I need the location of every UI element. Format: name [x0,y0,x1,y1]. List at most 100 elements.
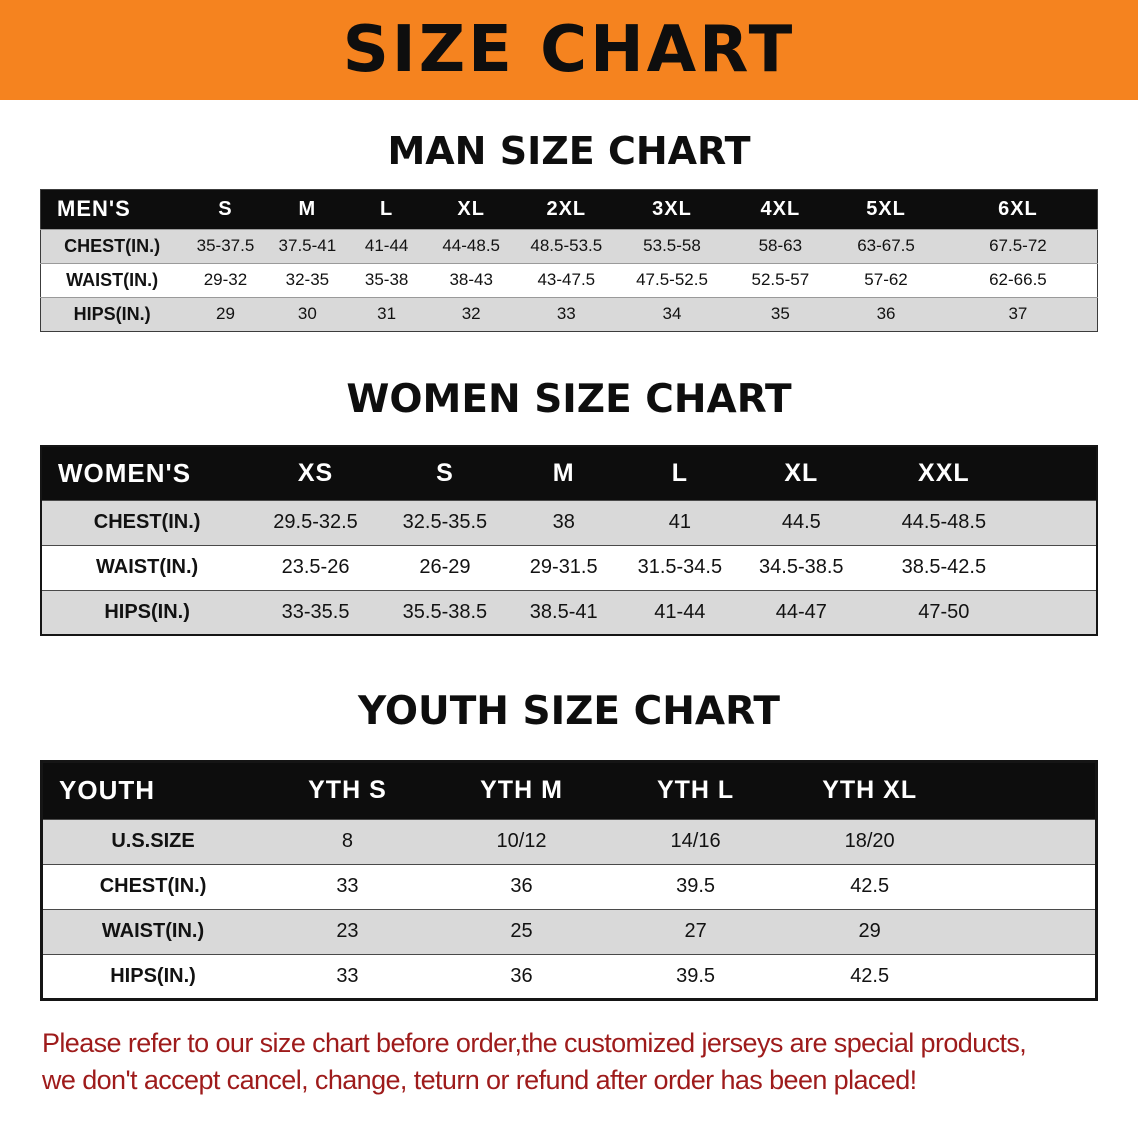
col-header-cell: YTH M [431,761,612,820]
value-cell: 33 [263,954,432,1000]
col-header-cell: S [183,189,268,230]
value-cell: 58-63 [727,229,834,264]
col-header-cell: S [378,446,511,501]
size-chart-banner: SIZE CHART [0,0,1138,100]
youth-size-table: YOUTH YTH S YTH M YTH L YTH XL U.S.SIZE … [40,759,1098,1001]
col-header-cell: 2XL [516,189,617,230]
value-cell: 31 [347,297,427,332]
spacer-cell [959,819,1097,865]
value-cell: 43-47.5 [516,263,617,298]
men-size-table: MEN'S S M L XL 2XL 3XL 4XL 5XL 6XL CHEST… [40,188,1098,332]
value-cell: 29 [183,297,268,332]
women-size-table: WOMEN'S XS S M L XL XXL CHEST(IN.) 29.5-… [40,445,1098,637]
spacer-cell [1028,590,1097,636]
col-header-cell: YTH L [611,761,780,820]
value-cell: 37 [938,297,1098,332]
value-cell: 52.5-57 [727,263,834,298]
col-header-cell: XL [426,189,517,230]
value-cell: 29-32 [183,263,268,298]
value-cell: 37.5-41 [267,229,347,264]
row-label-cell: WAIST(IN.) [40,263,184,298]
value-cell: 42.5 [779,864,960,910]
value-cell: 44-47 [743,590,860,636]
row-label-cell: WAIST(IN.) [41,909,264,955]
col-header-cell: XXL [859,446,1029,501]
youth-size-section: YOUTH SIZE CHART YOUTH YTH S YTH M YTH L… [0,690,1138,1001]
spacer-cell [1028,446,1097,501]
men-waist-row: WAIST(IN.) 29-32 32-35 35-38 38-43 43-47… [40,263,1098,298]
youth-chest-row: CHEST(IN.) 33 36 39.5 42.5 [41,864,1097,910]
value-cell: 30 [267,297,347,332]
value-cell: 34.5-38.5 [743,545,860,591]
value-cell: 38.5-42.5 [859,545,1029,591]
value-cell: 34 [616,297,728,332]
men-chest-row: CHEST(IN.) 35-37.5 37.5-41 41-44 44-48.5… [40,229,1098,264]
value-cell: 47.5-52.5 [616,263,728,298]
row-label-cell: HIPS(IN.) [40,297,184,332]
value-cell: 41-44 [347,229,427,264]
value-cell: 32.5-35.5 [378,500,511,546]
value-cell: 39.5 [611,864,780,910]
row-label-cell: U.S.SIZE [41,819,264,865]
men-section-heading: MAN SIZE CHART [387,129,751,173]
order-notice: Please refer to our size chart before or… [42,1025,1102,1099]
value-cell: 44.5-48.5 [859,500,1029,546]
value-cell: 35-38 [347,263,427,298]
value-cell: 41-44 [616,590,744,636]
value-cell: 27 [611,909,780,955]
col-header-cell: 5XL [833,189,939,230]
youth-table-title-cell: YOUTH [41,761,264,820]
value-cell: 33-35.5 [252,590,379,636]
spacer-cell [959,864,1097,910]
spacer-cell [959,954,1097,1000]
value-cell: 31.5-34.5 [616,545,744,591]
order-notice-line-2: we don't accept cancel, change, teturn o… [42,1064,917,1095]
row-label-cell: CHEST(IN.) [41,864,264,910]
value-cell: 18/20 [779,819,960,865]
value-cell: 44.5 [743,500,860,546]
value-cell: 8 [263,819,432,865]
page-title: SIZE CHART [342,13,796,87]
youth-waist-row: WAIST(IN.) 23 25 27 29 [41,909,1097,955]
value-cell: 35 [727,297,834,332]
value-cell: 38 [510,500,617,546]
col-header-cell: YTH S [263,761,432,820]
value-cell: 42.5 [779,954,960,1000]
value-cell: 67.5-72 [938,229,1098,264]
value-cell: 48.5-53.5 [516,229,617,264]
value-cell: 53.5-58 [616,229,728,264]
col-header-cell: 6XL [938,189,1098,230]
value-cell: 38.5-41 [510,590,617,636]
value-cell: 32 [426,297,517,332]
spacer-cell [959,761,1097,820]
col-header-cell: XS [252,446,379,501]
spacer-cell [1028,500,1097,546]
value-cell: 47-50 [859,590,1029,636]
women-hips-row: HIPS(IN.) 33-35.5 35.5-38.5 38.5-41 41-4… [41,590,1097,636]
order-notice-line-1: Please refer to our size chart before or… [42,1027,1027,1058]
value-cell: 32-35 [267,263,347,298]
value-cell: 36 [833,297,939,332]
youth-section-heading: YOUTH SIZE CHART [358,689,780,735]
value-cell: 10/12 [431,819,612,865]
value-cell: 44-48.5 [426,229,517,264]
row-label-cell: CHEST(IN.) [40,229,184,264]
value-cell: 41 [616,500,744,546]
row-label-cell: HIPS(IN.) [41,590,253,636]
col-header-cell: YTH XL [779,761,960,820]
men-hips-row: HIPS(IN.) 29 30 31 32 33 34 35 36 37 [40,297,1098,332]
women-chest-row: CHEST(IN.) 29.5-32.5 32.5-35.5 38 41 44.… [41,500,1097,546]
women-table-title-cell: WOMEN'S [41,446,253,501]
value-cell: 57-62 [833,263,939,298]
value-cell: 33 [263,864,432,910]
row-label-cell: WAIST(IN.) [41,545,253,591]
value-cell: 33 [516,297,617,332]
value-cell: 63-67.5 [833,229,939,264]
value-cell: 62-66.5 [938,263,1098,298]
value-cell: 23.5-26 [252,545,379,591]
row-label-cell: HIPS(IN.) [41,954,264,1000]
value-cell: 26-29 [378,545,511,591]
youth-header-row: YOUTH YTH S YTH M YTH L YTH XL [41,761,1097,820]
value-cell: 35.5-38.5 [378,590,511,636]
col-header-cell: 4XL [727,189,834,230]
